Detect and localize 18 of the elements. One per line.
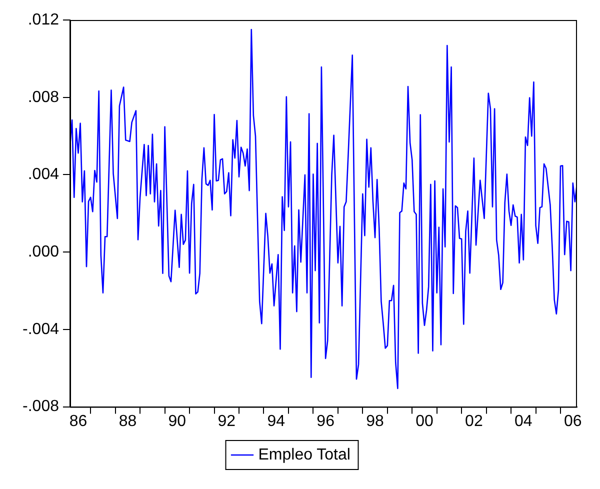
x-tick-label: 92 xyxy=(218,412,236,430)
y-tick-label: .000 xyxy=(28,243,60,260)
y-tick-label: .004 xyxy=(28,166,60,184)
legend-label: Empleo Total xyxy=(258,446,350,464)
x-tick-label: 96 xyxy=(316,412,335,430)
x-tick-label: 86 xyxy=(69,412,88,430)
x-tick-label: 04 xyxy=(514,412,532,430)
x-tick-label: 06 xyxy=(564,412,582,430)
y-tick-label: -.008 xyxy=(22,398,60,416)
x-tick-label: 94 xyxy=(267,412,286,430)
x-tick-label: 00 xyxy=(416,412,434,430)
x-tick-label: 90 xyxy=(168,412,186,430)
x-tick-label: 02 xyxy=(465,412,483,430)
x-tick-label: 88 xyxy=(118,412,137,430)
y-tick-label: -.004 xyxy=(22,320,60,338)
x-tick-label: 98 xyxy=(366,412,384,430)
y-tick-label: .012 xyxy=(28,11,60,28)
y-tick-label: .008 xyxy=(28,88,60,106)
